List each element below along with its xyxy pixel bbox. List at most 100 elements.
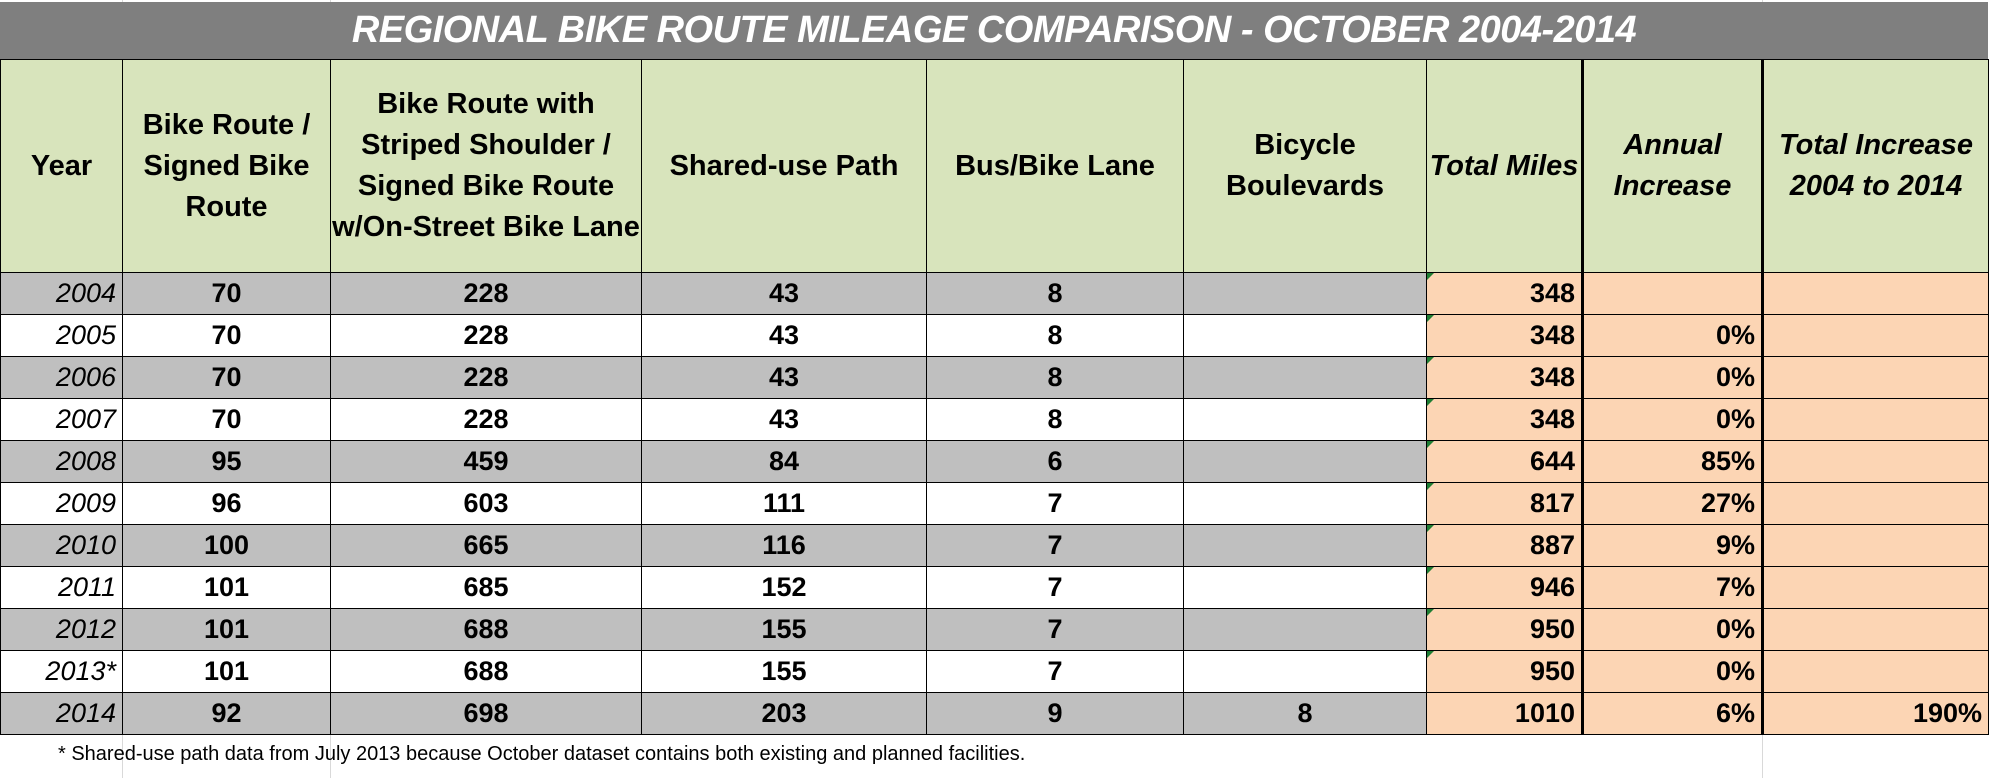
cell-striped-shoulder[interactable]: 228 xyxy=(330,356,642,399)
cell-signed-bike-route[interactable]: 101 xyxy=(122,566,331,609)
cell-year[interactable]: 2008 xyxy=(0,440,123,483)
cell-total-increase[interactable] xyxy=(1761,440,1989,483)
cell-signed-bike-route[interactable]: 70 xyxy=(122,272,331,315)
cell-shared-use-path[interactable]: 116 xyxy=(641,524,927,567)
header-total-increase[interactable]: Total Increase 2004 to 2014 xyxy=(1761,59,1989,273)
header-annual-increase[interactable]: Annual Increase xyxy=(1581,59,1763,273)
cell-striped-shoulder[interactable]: 685 xyxy=(330,566,642,609)
cell-bus-bike-lane[interactable]: 8 xyxy=(926,314,1184,357)
cell-bus-bike-lane[interactable]: 8 xyxy=(926,356,1184,399)
cell-total-increase[interactable] xyxy=(1761,272,1989,315)
cell-bus-bike-lane[interactable]: 7 xyxy=(926,482,1184,525)
cell-signed-bike-route[interactable]: 101 xyxy=(122,608,331,651)
cell-total-miles[interactable]: 644 xyxy=(1426,440,1583,483)
cell-total-miles[interactable]: 348 xyxy=(1426,356,1583,399)
cell-annual-increase[interactable] xyxy=(1581,272,1763,315)
header-shared-use-path[interactable]: Shared-use Path xyxy=(641,59,927,273)
cell-year[interactable]: 2011 xyxy=(0,566,123,609)
cell-total-increase[interactable] xyxy=(1761,566,1989,609)
cell-bus-bike-lane[interactable]: 8 xyxy=(926,398,1184,441)
cell-striped-shoulder[interactable]: 688 xyxy=(330,650,642,693)
cell-year[interactable]: 2010 xyxy=(0,524,123,567)
header-signed-bike-route[interactable]: Bike Route / Signed Bike Route xyxy=(122,59,331,273)
cell-bus-bike-lane[interactable]: 9 xyxy=(926,692,1184,735)
cell-shared-use-path[interactable]: 155 xyxy=(641,608,927,651)
cell-annual-increase[interactable]: 0% xyxy=(1581,314,1763,357)
cell-year[interactable]: 2006 xyxy=(0,356,123,399)
cell-bicycle-boulevards[interactable] xyxy=(1183,482,1427,525)
cell-striped-shoulder[interactable]: 688 xyxy=(330,608,642,651)
cell-shared-use-path[interactable]: 43 xyxy=(641,272,927,315)
cell-bicycle-boulevards[interactable] xyxy=(1183,356,1427,399)
cell-signed-bike-route[interactable]: 70 xyxy=(122,314,331,357)
cell-signed-bike-route[interactable]: 70 xyxy=(122,356,331,399)
cell-bicycle-boulevards[interactable] xyxy=(1183,398,1427,441)
cell-total-increase[interactable] xyxy=(1761,650,1989,693)
header-bus-bike-lane[interactable]: Bus/Bike Lane xyxy=(926,59,1184,273)
cell-signed-bike-route[interactable]: 100 xyxy=(122,524,331,567)
cell-signed-bike-route[interactable]: 96 xyxy=(122,482,331,525)
cell-bus-bike-lane[interactable]: 7 xyxy=(926,566,1184,609)
cell-annual-increase[interactable]: 0% xyxy=(1581,356,1763,399)
cell-total-miles[interactable]: 1010 xyxy=(1426,692,1583,735)
cell-bicycle-boulevards[interactable] xyxy=(1183,272,1427,315)
cell-total-miles[interactable]: 348 xyxy=(1426,314,1583,357)
cell-total-miles[interactable]: 950 xyxy=(1426,650,1583,693)
cell-total-miles[interactable]: 348 xyxy=(1426,272,1583,315)
cell-striped-shoulder[interactable]: 228 xyxy=(330,272,642,315)
cell-shared-use-path[interactable]: 84 xyxy=(641,440,927,483)
cell-signed-bike-route[interactable]: 92 xyxy=(122,692,331,735)
cell-total-increase[interactable] xyxy=(1761,608,1989,651)
cell-total-increase[interactable] xyxy=(1761,314,1989,357)
cell-annual-increase[interactable]: 0% xyxy=(1581,650,1763,693)
cell-year[interactable]: 2005 xyxy=(0,314,123,357)
cell-shared-use-path[interactable]: 203 xyxy=(641,692,927,735)
cell-bus-bike-lane[interactable]: 7 xyxy=(926,608,1184,651)
cell-shared-use-path[interactable]: 152 xyxy=(641,566,927,609)
cell-striped-shoulder[interactable]: 228 xyxy=(330,398,642,441)
cell-shared-use-path[interactable]: 155 xyxy=(641,650,927,693)
cell-striped-shoulder[interactable]: 665 xyxy=(330,524,642,567)
cell-annual-increase[interactable]: 0% xyxy=(1581,608,1763,651)
cell-total-increase[interactable] xyxy=(1761,398,1989,441)
cell-annual-increase[interactable]: 6% xyxy=(1581,692,1763,735)
header-total-miles[interactable]: Total Miles xyxy=(1426,59,1583,273)
cell-annual-increase[interactable]: 9% xyxy=(1581,524,1763,567)
cell-shared-use-path[interactable]: 43 xyxy=(641,398,927,441)
cell-annual-increase[interactable]: 27% xyxy=(1581,482,1763,525)
cell-shared-use-path[interactable]: 43 xyxy=(641,356,927,399)
cell-total-miles[interactable]: 348 xyxy=(1426,398,1583,441)
cell-annual-increase[interactable]: 7% xyxy=(1581,566,1763,609)
cell-bus-bike-lane[interactable]: 7 xyxy=(926,650,1184,693)
cell-striped-shoulder[interactable]: 228 xyxy=(330,314,642,357)
cell-annual-increase[interactable]: 0% xyxy=(1581,398,1763,441)
cell-year[interactable]: 2007 xyxy=(0,398,123,441)
cell-bicycle-boulevards[interactable] xyxy=(1183,650,1427,693)
cell-striped-shoulder[interactable]: 603 xyxy=(330,482,642,525)
cell-year[interactable]: 2013* xyxy=(0,650,123,693)
cell-bicycle-boulevards[interactable]: 8 xyxy=(1183,692,1427,735)
header-striped-shoulder[interactable]: Bike Route with Striped Shoulder / Signe… xyxy=(330,59,642,273)
cell-bus-bike-lane[interactable]: 8 xyxy=(926,272,1184,315)
cell-total-miles[interactable]: 950 xyxy=(1426,608,1583,651)
cell-bicycle-boulevards[interactable] xyxy=(1183,566,1427,609)
cell-bicycle-boulevards[interactable] xyxy=(1183,608,1427,651)
cell-striped-shoulder[interactable]: 459 xyxy=(330,440,642,483)
cell-year[interactable]: 2012 xyxy=(0,608,123,651)
cell-year[interactable]: 2004 xyxy=(0,272,123,315)
cell-total-miles[interactable]: 946 xyxy=(1426,566,1583,609)
cell-total-miles[interactable]: 887 xyxy=(1426,524,1583,567)
cell-bus-bike-lane[interactable]: 7 xyxy=(926,524,1184,567)
cell-total-increase[interactable] xyxy=(1761,482,1989,525)
cell-total-increase[interactable]: 190% xyxy=(1761,692,1989,735)
header-year[interactable]: Year xyxy=(0,59,123,273)
cell-bicycle-boulevards[interactable] xyxy=(1183,524,1427,567)
cell-year[interactable]: 2014 xyxy=(0,692,123,735)
cell-shared-use-path[interactable]: 43 xyxy=(641,314,927,357)
cell-year[interactable]: 2009 xyxy=(0,482,123,525)
cell-striped-shoulder[interactable]: 698 xyxy=(330,692,642,735)
cell-shared-use-path[interactable]: 111 xyxy=(641,482,927,525)
cell-signed-bike-route[interactable]: 101 xyxy=(122,650,331,693)
cell-bus-bike-lane[interactable]: 6 xyxy=(926,440,1184,483)
cell-signed-bike-route[interactable]: 95 xyxy=(122,440,331,483)
